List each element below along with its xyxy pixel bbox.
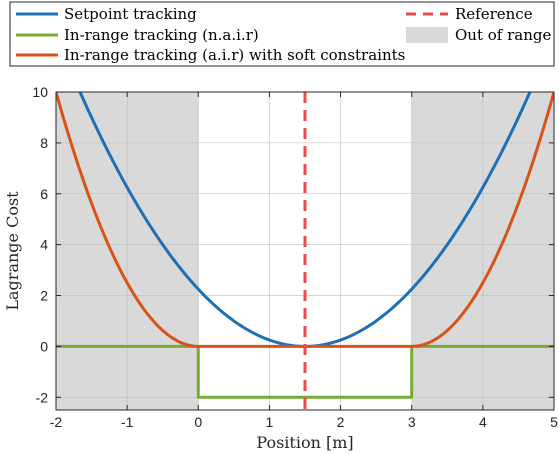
axes-frame — [55, 91, 555, 411]
y-tick-label-3: 4 — [40, 237, 48, 253]
y-tick-label-6: 10 — [32, 84, 48, 100]
x-tick-label-0: -2 — [50, 414, 63, 430]
y-axis-label: Lagrange Cost — [3, 191, 22, 311]
plot-area: -2 -1 0 1 2 3 4 5 -2 0 2 4 6 8 10 — [32, 84, 558, 430]
legend-label-nair: In-range tracking (n.a.i.r) — [64, 26, 259, 44]
x-tick-label-2: 0 — [194, 414, 202, 430]
legend-label-out-of-range: Out of range — [455, 26, 551, 44]
y-tick-label-1: 0 — [40, 338, 48, 354]
x-axis-label: Position [m] — [256, 433, 353, 452]
legend-swatch-out-of-range — [406, 27, 448, 43]
y-tick-label-4: 6 — [40, 186, 48, 202]
y-tick-label-5: 8 — [40, 135, 48, 151]
x-tick-label-7: 5 — [550, 414, 558, 430]
legend-frame — [9, 1, 555, 67]
x-tick-label-6: 4 — [479, 414, 487, 430]
x-tick-label-4: 2 — [337, 414, 345, 430]
series-in-range-nair — [56, 344, 554, 399]
ticks: -2 -1 0 1 2 3 4 5 -2 0 2 4 6 8 10 — [32, 84, 558, 430]
x-tick-label-3: 1 — [266, 414, 274, 430]
y-tick-label-0: -2 — [36, 389, 49, 405]
y-tick-label-2: 2 — [40, 288, 48, 304]
legend-label-air: In-range tracking (a.i.r) with soft cons… — [64, 46, 405, 64]
legend-label-setpoint: Setpoint tracking — [64, 5, 197, 23]
legend: Setpoint tracking In-range tracking (n.a… — [9, 1, 555, 67]
x-tick-label-1: -1 — [121, 414, 134, 430]
x-tick-label-5: 3 — [408, 414, 416, 430]
legend-label-reference: Reference — [455, 5, 533, 23]
series — [56, 92, 554, 410]
